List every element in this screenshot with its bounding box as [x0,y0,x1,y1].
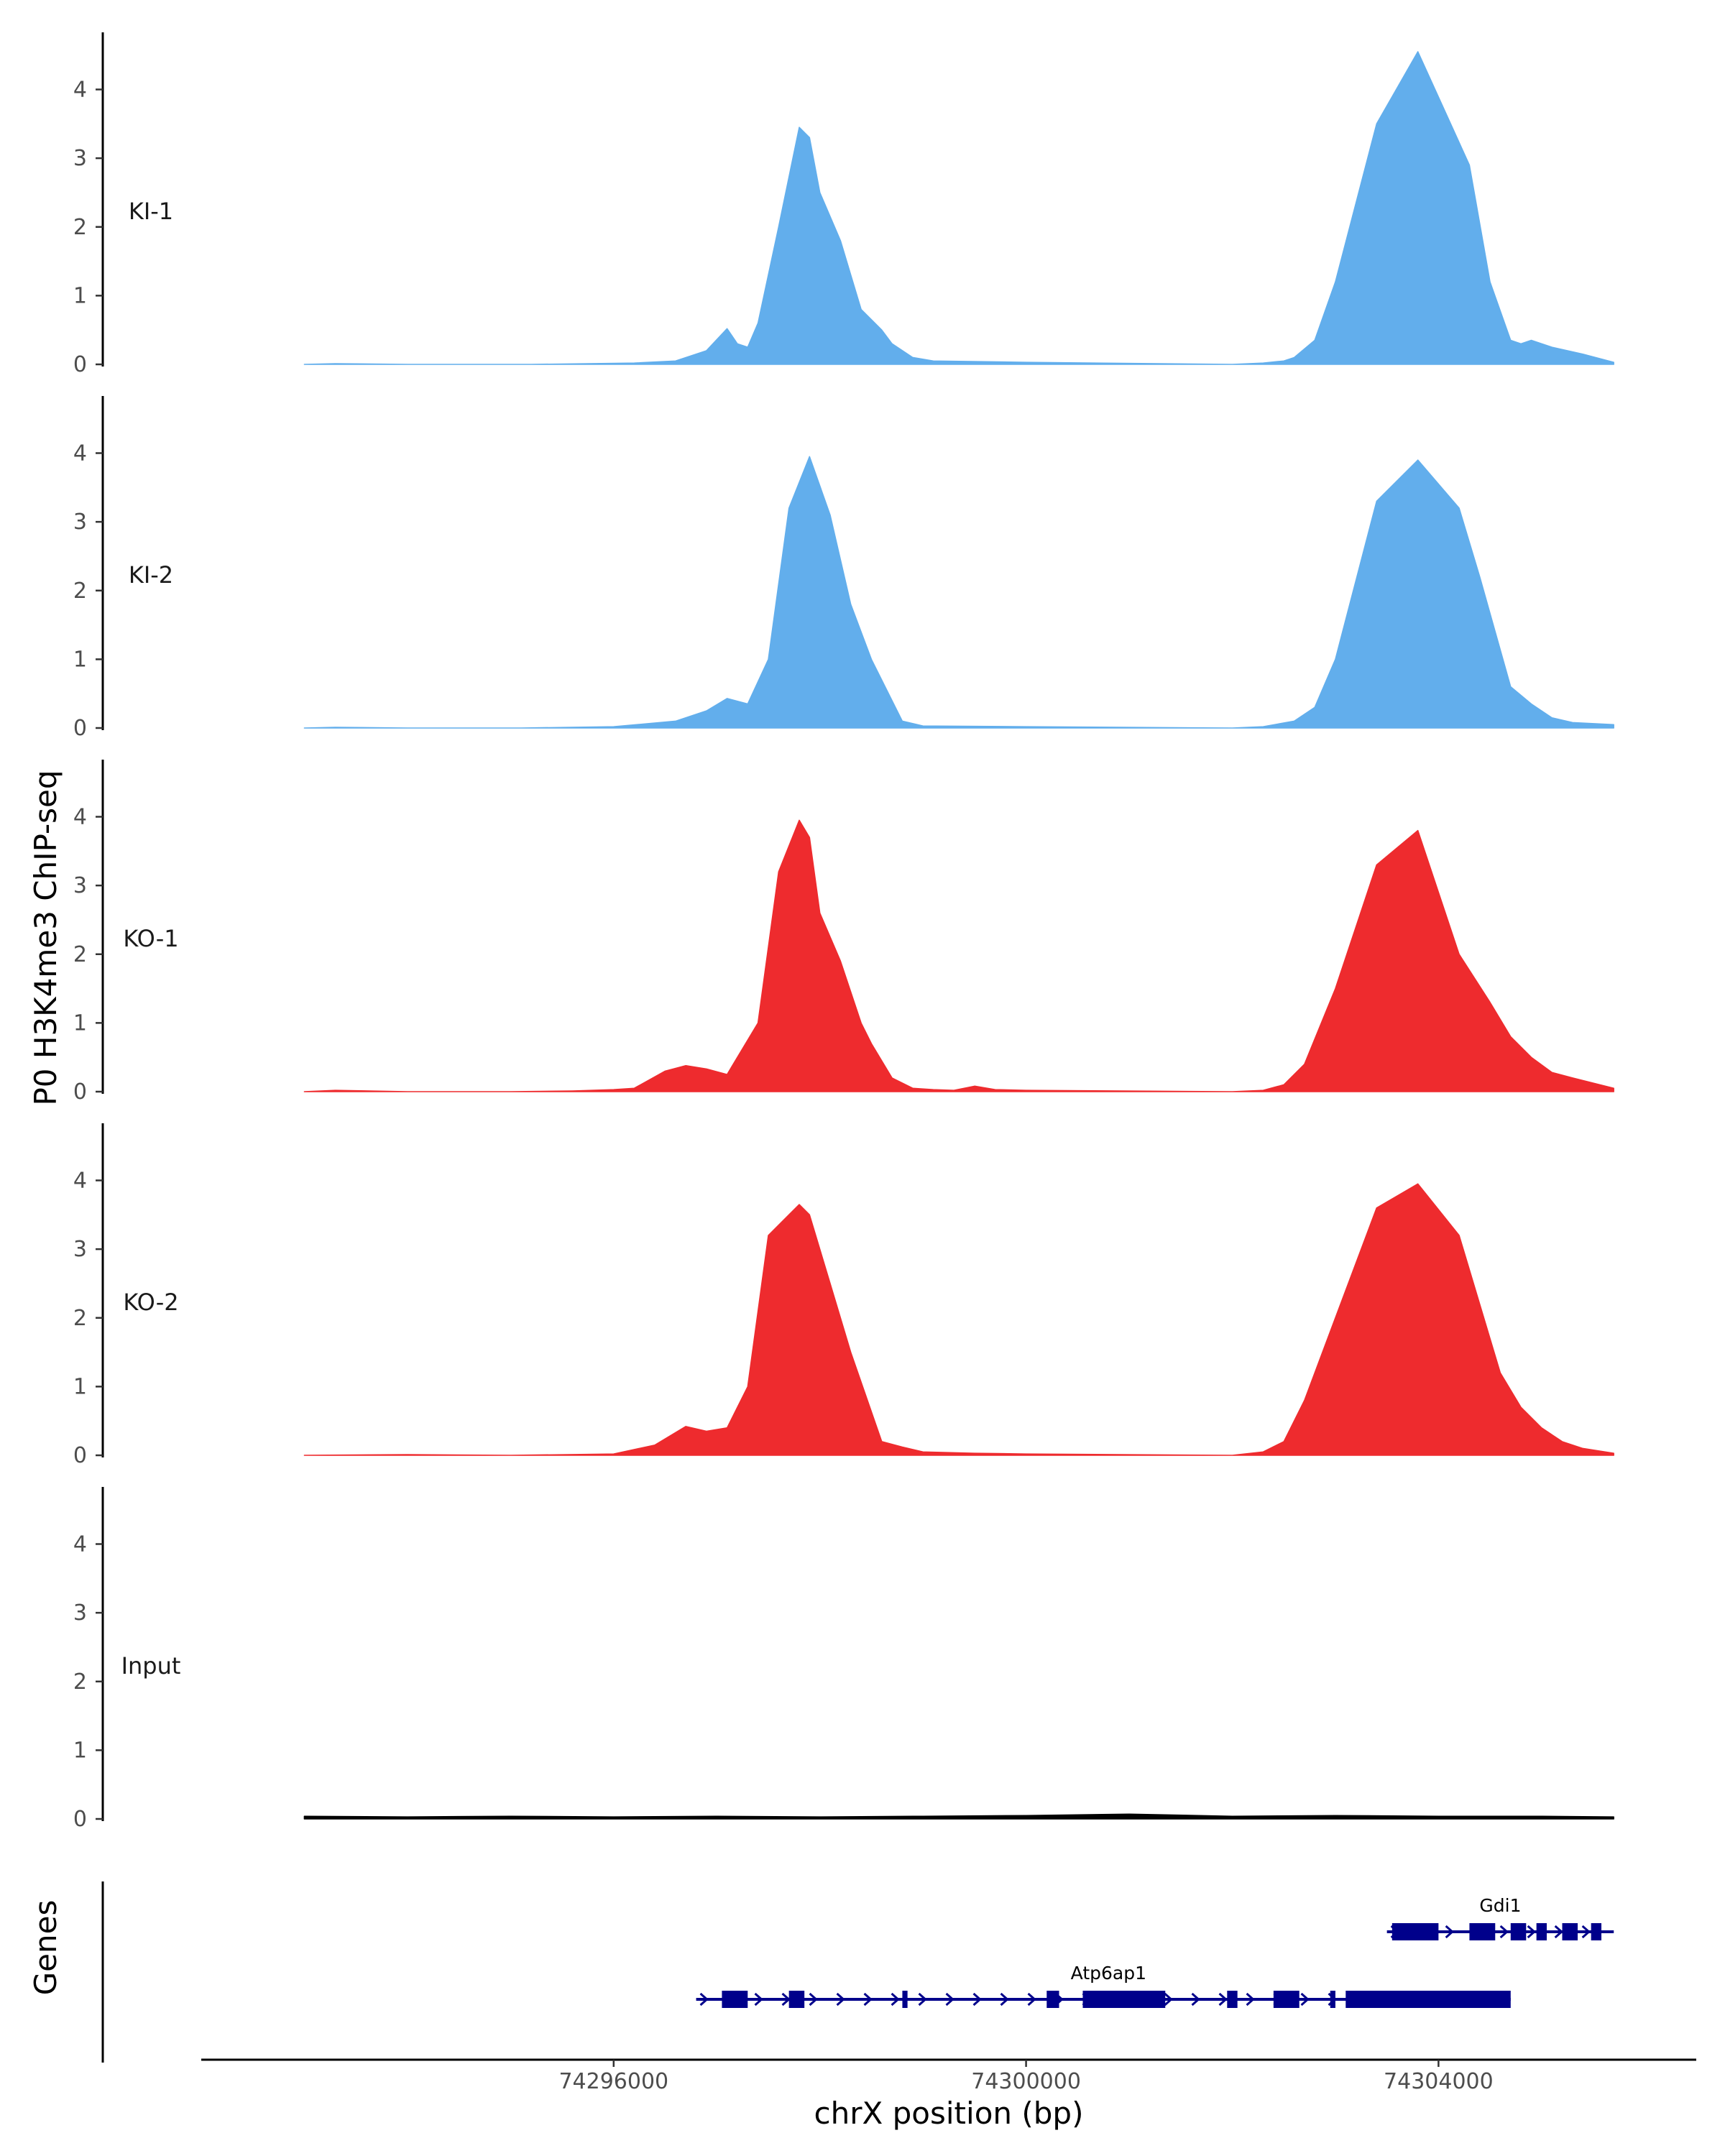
x-tick-label: 74296000 [558,2069,668,2094]
strand-arrow [1445,1925,1454,1939]
y-tick-label: 2 [73,1306,87,1331]
y-tick-label: 2 [73,1669,87,1695]
y-tick-label: 0 [73,1807,87,1832]
x-axis: 74296000 74300000 74304000 [201,2058,1696,2094]
track-label: KO-2 [123,1289,178,1316]
gene-annotation-track: Gdi1 Atp6ap1 [101,1881,1614,2063]
strand-arrow [1554,1925,1563,1939]
y-tick-label: 3 [73,146,87,171]
gene-exon [902,1991,908,2008]
gene-exon [1046,1991,1059,2008]
gene-exon [1510,1923,1527,1940]
strand-arrow [1218,1992,1228,2007]
strand-arrow [972,1992,982,2007]
coverage-area [303,1183,1614,1456]
strand-arrow [1191,1992,1200,2007]
track-label: KI-2 [129,561,173,589]
gene-exon [788,1991,805,2008]
track-ki-2: 0 1 2 3 4 KI-2 [73,396,1614,741]
y-axis-title: P0 H3K4me3 ChIP-seq [28,770,63,1105]
track-ki-1: 0 1 2 3 4 KI-1 [73,32,1614,377]
strand-arrow [918,1992,927,2007]
gene-exon [1082,1991,1166,2008]
strand-arrow [1164,1992,1173,2007]
strand-arrow [1527,1925,1536,1939]
gene-exon [1392,1923,1439,1940]
coverage-area [303,819,1614,1092]
strand-arrow [781,1992,791,2007]
y-tick-label: 1 [73,647,87,672]
coverage-area [303,51,1614,365]
gene-exon [1346,1991,1511,2008]
strand-arrow [1581,1925,1591,1939]
y-tick-label: 1 [73,1010,87,1036]
x-axis-title: chrX position (bp) [814,2096,1084,2131]
gene-exon [1591,1923,1602,1940]
y-tick-label: 0 [73,352,87,377]
track-ko-2: 0 1 2 3 4 KO-2 [73,1123,1614,1468]
gene-name: Atp6ap1 [1071,1963,1146,1984]
strand-arrow [836,1992,845,2007]
y-tick-label: 3 [73,1237,87,1262]
gene-atp6ap1: Atp6ap1 [696,1963,1511,2008]
track-input: 0 1 2 3 4 Input [73,1487,1614,1832]
y-tick-label: 4 [73,1532,87,1557]
coverage-tracks: 0 1 2 3 4 KI-1 0 1 2 3 4 KI-2 0 1 2 3 4 KO-1 0 1 2 3 4 KO-2 0 1 2 3… [73,32,1614,1832]
strand-arrow [809,1992,818,2007]
gene-exon [1562,1923,1578,1940]
track-label: KO-1 [123,925,178,952]
strand-arrow [863,1992,873,2007]
gene-name: Gdi1 [1479,1895,1521,1916]
strand-arrow [1027,1992,1036,2007]
strand-arrow [1246,1992,1255,2007]
y-tick-label: 4 [73,78,87,103]
y-tick-label: 2 [73,942,87,967]
strand-arrow [891,1992,900,2007]
track-ko-1: 0 1 2 3 4 KO-1 [73,760,1614,1105]
y-tick-label: 1 [73,1738,87,1763]
y-tick-label: 3 [73,1600,87,1626]
y-tick-label: 4 [73,1169,87,1194]
y-tick-label: 0 [73,1443,87,1468]
x-tick-label: 74304000 [1384,2069,1494,2094]
strand-arrow [945,1992,954,2007]
gene-exon [1273,1991,1300,2008]
y-tick-label: 2 [73,579,87,604]
y-tick-label: 3 [73,510,87,535]
gene-exon [1469,1923,1496,1940]
coverage-area [303,456,1614,729]
coverage-area [303,1813,1614,1820]
y-tick-label: 4 [73,805,87,830]
gene-exon [1536,1923,1547,1940]
strand-arrow [1300,1992,1310,2007]
genes-track-title: Genes [28,1900,63,1996]
gene-exon [1330,1991,1335,2008]
strand-arrow [699,1992,709,2007]
track-label: Input [121,1652,181,1680]
y-tick-label: 2 [73,215,87,240]
y-tick-label: 3 [73,873,87,898]
gene-gdi1: Gdi1 [1386,1895,1614,1940]
gene-exon [1227,1991,1238,2008]
strand-arrow [754,1992,763,2007]
x-tick-label: 74300000 [971,2069,1081,2094]
y-tick-label: 4 [73,441,87,466]
y-tick-label: 0 [73,1079,87,1105]
strand-arrow [1000,1992,1009,2007]
y-tick-label: 1 [73,283,87,308]
y-tick-label: 1 [73,1374,87,1399]
track-label: KI-1 [129,198,173,225]
y-tick-label: 0 [73,716,87,741]
strand-arrow [1499,1925,1509,1939]
gene-exon [722,1991,748,2008]
